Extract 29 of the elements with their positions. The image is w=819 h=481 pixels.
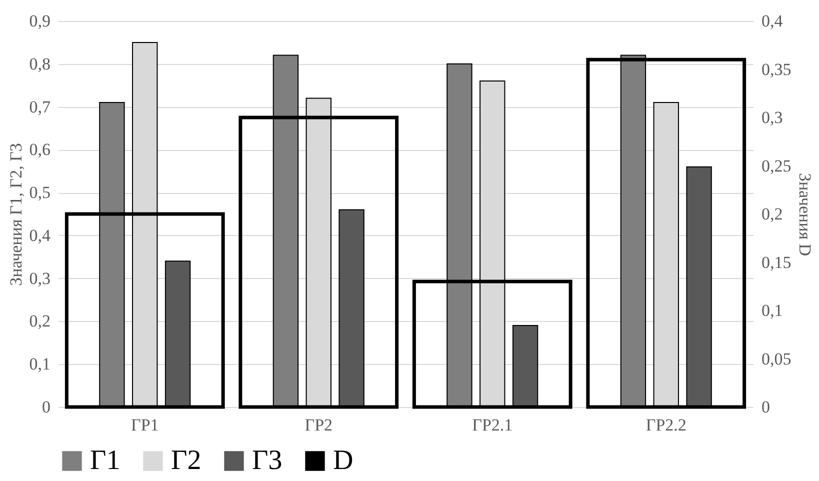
legend-label: Г3: [252, 445, 282, 476]
x-tick-label: ГР2: [304, 416, 333, 434]
y-tick-label: 0,5: [29, 183, 50, 202]
y-tick-label: 0,4: [29, 226, 51, 245]
legend-label: Г1: [90, 445, 120, 476]
y2-tick-label: 0,05: [762, 349, 792, 368]
legend-label: Г2: [171, 445, 202, 476]
y2-tick-label: 0,4: [762, 12, 784, 30]
y2-tick-label: 0,1: [762, 301, 783, 320]
y-tick-label: 0,8: [29, 54, 50, 74]
y-tick-label: 0,1: [29, 354, 50, 374]
y-tick-label: 0,7: [29, 97, 51, 116]
y-axis-title: Значения Г1, Г2, Г3: [6, 143, 26, 286]
y-tick-label: 0: [42, 398, 50, 416]
y2-tick-label: 0,15: [762, 252, 792, 272]
x-tick-label: ГР2.2: [646, 416, 686, 434]
y2-tick-label: 0,25: [762, 156, 792, 176]
legend-label: D: [333, 445, 354, 476]
y2-tick-label: 0,3: [762, 108, 783, 127]
y-tick-label: 0,3: [29, 268, 50, 288]
y-tick-label: 0,9: [29, 12, 50, 30]
x-tick-label: ГР2.1: [472, 416, 513, 434]
y-tick-label: 0,6: [29, 140, 50, 160]
y-tick-label: 0,2: [29, 312, 50, 331]
x-tick-label: ГР1: [130, 416, 159, 434]
y2-axis-title: Значения D: [795, 172, 814, 256]
y2-tick-label: 0: [762, 398, 770, 416]
y2-tick-label: 0,2: [762, 204, 783, 224]
y2-tick-label: 0,35: [762, 60, 792, 79]
